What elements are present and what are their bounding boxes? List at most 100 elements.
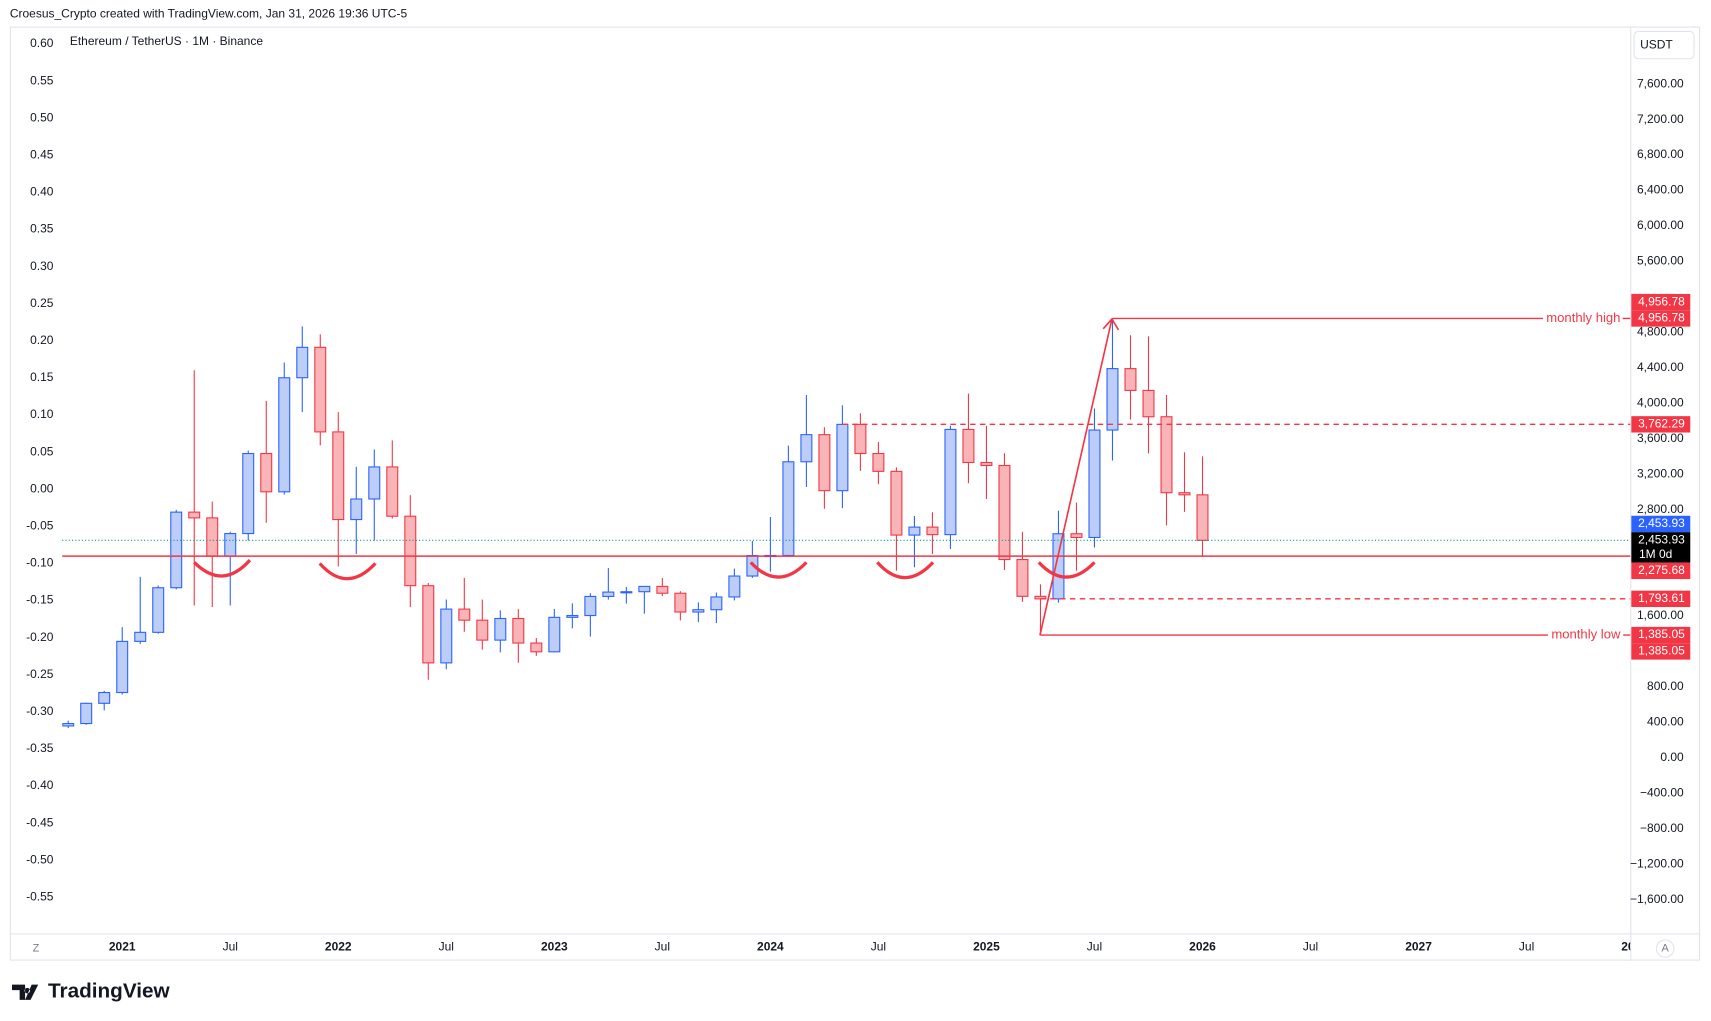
y2-tick-label: 0.45 [30, 147, 54, 161]
price-label: 1,385.05 [1638, 644, 1685, 658]
plot-area [62, 318, 1209, 729]
y-tick-label: 4,000.00 [1637, 395, 1684, 409]
y2-tick-label: -0.15 [26, 593, 54, 607]
y-tick-label: 400.00 [1647, 715, 1684, 729]
y2-tick-label: 0.60 [30, 36, 54, 50]
scale-button[interactable]: Z [33, 942, 40, 954]
candle-body [728, 575, 741, 598]
x-tick-label: Jul [439, 940, 454, 954]
candle-body [242, 452, 255, 535]
y-tick-label: 4,800.00 [1637, 325, 1684, 339]
candle-body [350, 498, 363, 521]
y2-tick-label: -0.05 [26, 518, 54, 532]
candle-body [800, 434, 813, 463]
y2-tick-label: 0.20 [30, 333, 54, 347]
y2-tick-label: -0.45 [26, 815, 54, 829]
x-tick-label: Jul [655, 940, 670, 954]
candle-body [260, 452, 273, 493]
currency-button[interactable] [1633, 30, 1695, 60]
price-label-box [1631, 626, 1691, 644]
candle-body [1070, 533, 1083, 539]
y-tick-label: −800.00 [1640, 821, 1684, 835]
candle-body [296, 346, 309, 379]
price-label: 4,956.78 [1638, 294, 1685, 308]
price-label: 4,956.78 [1638, 311, 1685, 325]
price-label: 1,793.61 [1638, 591, 1685, 605]
candle-body [872, 452, 885, 472]
candle-body [1124, 368, 1137, 391]
auto-scale-icon[interactable] [1655, 939, 1675, 958]
candle-body [1178, 492, 1191, 496]
price-label-box [1631, 515, 1691, 533]
y2-tick-label: 0.05 [30, 444, 54, 458]
y2-tick-label: -0.55 [26, 890, 54, 904]
candle-body [944, 428, 957, 536]
drawings [193, 317, 1120, 636]
candle-body [440, 608, 453, 664]
arrow-head [1102, 317, 1120, 331]
y2-tick-label: -0.40 [26, 778, 54, 792]
y-tick-label: 2,800.00 [1637, 502, 1684, 516]
y-tick-label: 7,200.00 [1637, 112, 1684, 126]
price-label-box [1631, 532, 1691, 563]
candle-body [818, 434, 831, 492]
auto-scale-button[interactable]: A [1662, 942, 1670, 954]
chart-title: Ethereum / TetherUS · 1M · Binance [70, 34, 264, 48]
y2-tick-label: 0.55 [30, 73, 54, 87]
y2-tick-label: -0.25 [26, 667, 54, 681]
x-tick-label: 2022 [325, 940, 352, 954]
candle-body [314, 346, 327, 433]
y-tick-label: 1,600.00 [1637, 608, 1684, 622]
price-label: 2,453.93 [1638, 516, 1685, 530]
level-text: monthly low [1551, 627, 1621, 642]
candle-body [1196, 494, 1209, 541]
x-tick-label: 2028 [1621, 940, 1648, 954]
y-tick-label: 6,800.00 [1637, 147, 1684, 161]
arc-drawing [1037, 561, 1096, 579]
level-text-bg [1548, 626, 1624, 642]
arc-drawing [876, 561, 935, 580]
y2-tick-label: -0.10 [26, 556, 54, 570]
candle-body [1016, 558, 1029, 597]
brand-text: TradingView [48, 980, 171, 1003]
candle-body [998, 464, 1011, 561]
candle-body [332, 431, 345, 521]
price-label-box [1631, 590, 1691, 608]
price-label-box [1631, 293, 1691, 311]
candle-body [908, 526, 921, 536]
countdown-label: 1M 0d [1639, 547, 1672, 561]
candle-body [980, 461, 993, 467]
y-tick-label: 5,600.00 [1637, 254, 1684, 268]
candle-body [1142, 389, 1155, 418]
candle-body [98, 691, 111, 704]
x-tick-label: 2026 [1189, 940, 1216, 954]
candle-body [368, 466, 381, 500]
candle-body [152, 587, 165, 633]
candle-body [620, 591, 633, 594]
candle-body [566, 615, 579, 618]
candle-body [422, 585, 435, 664]
candle-body [548, 616, 561, 653]
y2-tick-label: -0.30 [26, 704, 54, 718]
y-tick-label: 4,400.00 [1637, 360, 1684, 374]
y2-tick-label: 0.35 [30, 222, 54, 236]
candle-body [134, 631, 147, 642]
price-label: 2,275.68 [1638, 563, 1685, 577]
candle-body [836, 423, 849, 492]
y2-tick-label: 0.30 [30, 259, 54, 273]
candle-body [638, 585, 651, 593]
candle-body [206, 517, 219, 557]
y-tick-label: −1,200.00 [1630, 856, 1684, 870]
y-tick-label: 800.00 [1647, 679, 1684, 693]
y2-tick-label: 0.40 [30, 185, 54, 199]
candle-body [458, 608, 471, 621]
candle-body [602, 591, 615, 597]
y2-tick-label: 0.00 [30, 481, 54, 495]
y-tick-label: 0.00 [1660, 750, 1684, 764]
arc-drawing [318, 562, 377, 581]
candle-body [584, 595, 597, 617]
x-tick-label: Jul [1303, 940, 1318, 954]
candle-body [926, 526, 939, 536]
candle-body [962, 428, 975, 464]
